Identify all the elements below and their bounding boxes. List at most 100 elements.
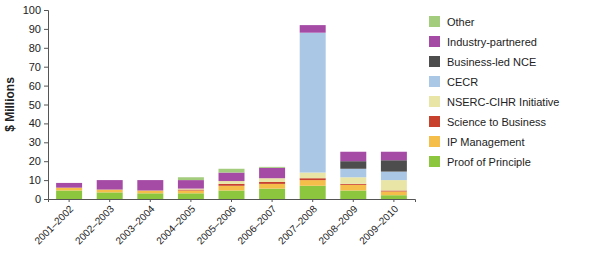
bar	[381, 160, 407, 171]
bar	[340, 161, 366, 169]
bar	[219, 186, 245, 191]
tick: 2005–2006	[195, 199, 238, 246]
bar	[340, 190, 366, 199]
tick-label: 10	[29, 174, 41, 186]
legend-label: Business-led NCE	[447, 56, 536, 68]
tick-mark	[109, 199, 110, 202]
tick-label: 2004–2005	[154, 203, 197, 246]
bar	[340, 169, 366, 178]
bar	[300, 173, 326, 179]
tick: 20	[29, 155, 48, 167]
legend-swatch	[429, 56, 440, 67]
tick-label: 70	[29, 61, 41, 73]
bar	[178, 189, 204, 191]
tick-label: 20	[29, 155, 41, 167]
series	[300, 33, 407, 180]
series	[178, 173, 407, 191]
legend-label: IP Management	[447, 136, 524, 148]
legend-swatch	[429, 96, 440, 107]
tick: 70	[29, 61, 48, 73]
legend-item: Business-led NCE	[429, 56, 536, 68]
bar	[381, 151, 407, 152]
y-axis: 0102030405060708090100	[23, 4, 49, 205]
tick-label: 50	[29, 99, 41, 111]
tick-mark	[44, 142, 48, 143]
axis-line	[49, 200, 416, 203]
tick-mark	[44, 48, 48, 49]
legend-swatch	[429, 16, 440, 27]
tick-label: 40	[29, 117, 41, 129]
bar	[137, 180, 163, 190]
bar	[300, 33, 326, 173]
tick-label: 100	[23, 4, 41, 16]
series	[340, 160, 407, 171]
tick-mark	[44, 67, 48, 68]
bar	[178, 190, 204, 193]
bar	[97, 190, 123, 193]
tick-label: 2007–2008	[276, 203, 319, 246]
bar	[219, 169, 245, 173]
bar	[300, 186, 326, 199]
bar	[259, 166, 285, 168]
bar	[259, 182, 285, 184]
tick-mark	[272, 199, 273, 202]
tick-mark	[393, 199, 394, 202]
bar	[259, 178, 285, 182]
axis-line	[44, 11, 49, 200]
axis-title: $ Millions	[3, 77, 17, 132]
bar	[219, 190, 245, 199]
bar	[300, 178, 326, 180]
bar	[56, 182, 82, 183]
bar	[97, 180, 123, 181]
bar	[259, 168, 285, 178]
series	[178, 167, 285, 180]
legend-swatch	[429, 36, 440, 47]
tick-label: 2006–2007	[235, 203, 278, 246]
tick-label: 2009–2010	[357, 203, 400, 246]
tick-mark	[353, 199, 354, 202]
bar	[97, 180, 123, 189]
bar	[178, 193, 204, 199]
bar	[137, 190, 163, 193]
bar	[259, 184, 285, 189]
tick-label: 2003–2004	[113, 203, 156, 246]
bar	[137, 180, 163, 181]
tick: 2006–2007	[235, 199, 278, 246]
tick-label: 2008–2009	[316, 203, 359, 246]
legend-label: Other	[447, 16, 475, 28]
bar	[97, 192, 123, 199]
tick-label: 2005–2006	[195, 203, 238, 246]
legend: Other Industry-partnered Business-led NCE C…	[429, 16, 559, 168]
tick-mark	[190, 199, 191, 202]
bar	[381, 180, 407, 190]
legend-swatch	[429, 76, 440, 87]
bar	[340, 152, 366, 161]
tick-mark	[44, 161, 48, 162]
bar	[178, 180, 204, 189]
bar	[56, 183, 82, 188]
tick: 60	[29, 80, 48, 92]
bar	[178, 177, 204, 180]
tick: 2003–2004	[113, 199, 156, 246]
legend-item: Industry-partnered	[429, 36, 537, 48]
legend-label: CECR	[447, 76, 478, 88]
legend-item: IP Management	[429, 136, 524, 148]
tick: 0	[35, 193, 48, 205]
tick: 2001–2002	[32, 199, 75, 246]
chart: 01020304050607080901002001–20022002–2003…	[0, 0, 595, 257]
bar	[219, 184, 245, 186]
tick-label: 2002–2003	[73, 203, 116, 246]
bar	[259, 189, 285, 199]
tick: 90	[29, 23, 48, 35]
tick-mark	[231, 199, 232, 202]
bar	[381, 172, 407, 181]
tick: 40	[29, 117, 48, 129]
legend-swatch	[429, 116, 440, 127]
bar	[340, 151, 366, 152]
tick: 2007–2008	[276, 199, 319, 246]
plot: 01020304050607080901002001–20022002–2003…	[23, 4, 416, 246]
bar	[56, 188, 82, 191]
bar	[340, 185, 366, 191]
series	[56, 25, 407, 190]
bars	[56, 25, 407, 199]
